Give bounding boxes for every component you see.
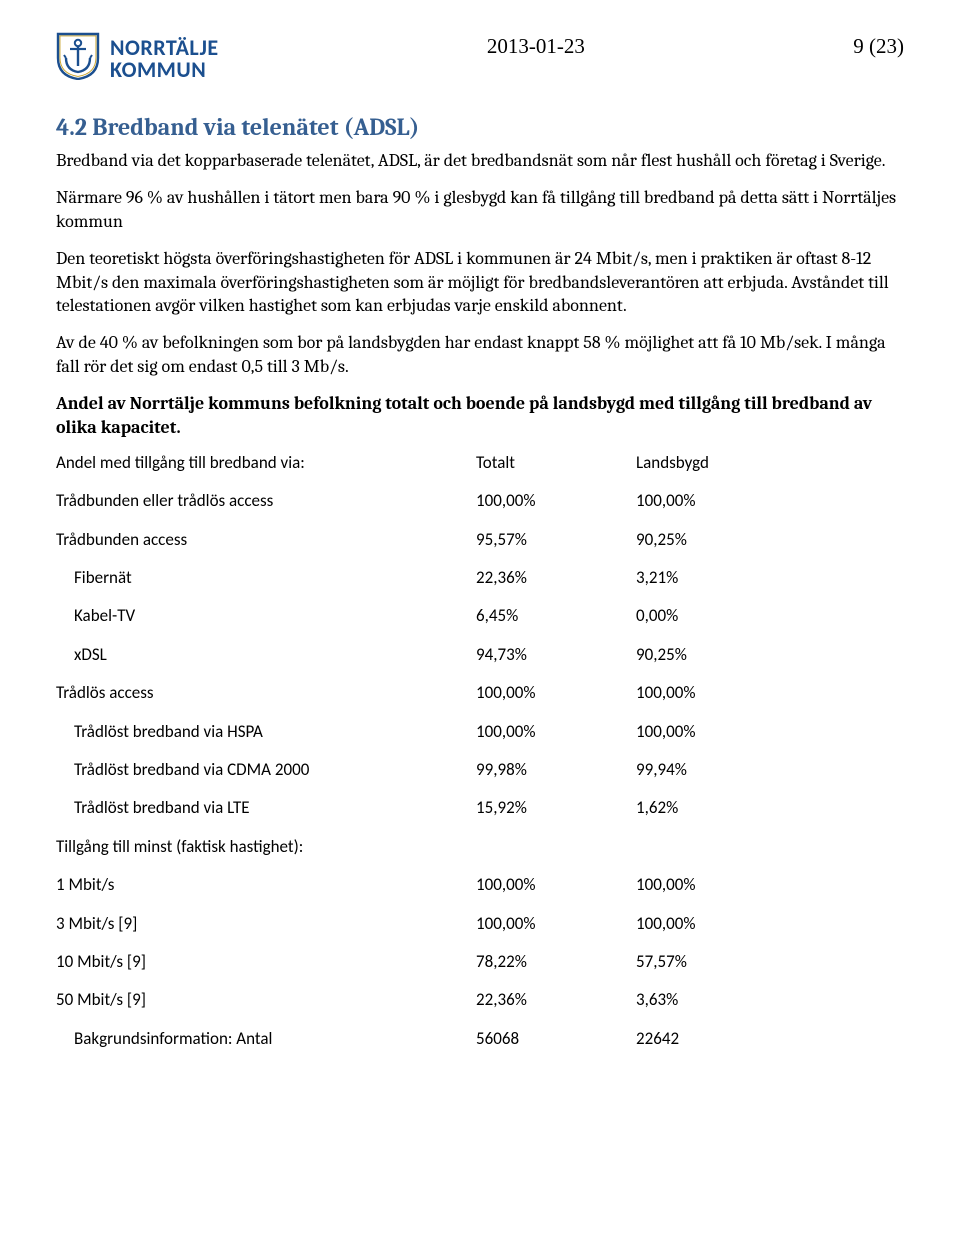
row-label: Kabel-TV <box>56 606 476 626</box>
row-total: 94,73% <box>476 645 636 665</box>
header-pager: 9 (23) <box>853 32 904 59</box>
table-row: 1 Mbit/s100,00%100,00% <box>56 875 904 895</box>
row-landsbygd: 3,21% <box>636 568 796 588</box>
row-label: 3 Mbit/s [9] <box>56 914 476 934</box>
row-label: Trådlöst bredband via LTE <box>56 798 476 818</box>
row-total: 15,92% <box>476 798 636 818</box>
broadband-table: Andel med tillgång till bredband via: To… <box>56 453 904 1049</box>
row-total: 100,00% <box>476 722 636 742</box>
row-total <box>476 837 636 857</box>
logo-text: NORRTÄLJE KOMMUN <box>110 37 219 81</box>
row-landsbygd: 0,00% <box>636 606 796 626</box>
row-total: 100,00% <box>476 875 636 895</box>
row-total: 100,00% <box>476 683 636 703</box>
row-landsbygd: 57,57% <box>636 952 796 972</box>
row-landsbygd: 100,00% <box>636 722 796 742</box>
row-landsbygd: 100,00% <box>636 683 796 703</box>
row-landsbygd: 1,62% <box>636 798 796 818</box>
row-label: 50 Mbit/s [9] <box>56 990 476 1010</box>
row-label: Tillgång till minst (faktisk hastighet): <box>56 837 476 857</box>
row-label: xDSL <box>56 645 476 665</box>
bold-summary: Andel av Norrtälje kommuns befolkning to… <box>56 392 904 439</box>
table-row: Trådbunden eller trådlös access100,00%10… <box>56 491 904 511</box>
section-heading: 4.2 Bredband via telenätet (ADSL) <box>56 113 904 141</box>
paragraph-4: Av de 40 % av befolkningen som bor på la… <box>56 331 904 378</box>
table-row: xDSL94,73%90,25% <box>56 645 904 665</box>
row-landsbygd <box>636 837 796 857</box>
table-row: Trådlöst bredband via HSPA100,00%100,00% <box>56 722 904 742</box>
row-label: 1 Mbit/s <box>56 875 476 895</box>
table-row: Tillgång till minst (faktisk hastighet): <box>56 837 904 857</box>
table-row: Trådbunden access95,57%90,25% <box>56 530 904 550</box>
paragraph-3: Den teoretiskt högsta överföringshastigh… <box>56 247 904 317</box>
row-total: 99,98% <box>476 760 636 780</box>
row-total: 100,00% <box>476 491 636 511</box>
table-row: Bakgrundsinformation: Antal5606822642 <box>56 1029 904 1049</box>
row-label: Trådlös access <box>56 683 476 703</box>
table-row: Fibernät22,36%3,21% <box>56 568 904 588</box>
row-total: 22,36% <box>476 568 636 588</box>
row-landsbygd: 22642 <box>636 1029 796 1049</box>
row-landsbygd: 90,25% <box>636 530 796 550</box>
header-date: 2013-01-23 <box>219 32 854 59</box>
row-total: 78,22% <box>476 952 636 972</box>
row-total: 22,36% <box>476 990 636 1010</box>
row-total: 100,00% <box>476 914 636 934</box>
table-row: 50 Mbit/s [9]22,36%3,63% <box>56 990 904 1010</box>
table-body: Trådbunden eller trådlös access100,00%10… <box>56 491 904 1049</box>
row-landsbygd: 100,00% <box>636 491 796 511</box>
row-total: 56068 <box>476 1029 636 1049</box>
page-header: NORRTÄLJE KOMMUN 2013-01-23 9 (23) <box>56 32 904 85</box>
row-landsbygd: 3,63% <box>636 990 796 1010</box>
row-label: Trådlöst bredband via CDMA 2000 <box>56 760 476 780</box>
table-header-row: Andel med tillgång till bredband via: To… <box>56 453 904 473</box>
col-header-landsbygd: Landsbygd <box>636 453 796 473</box>
col-header-total: Totalt <box>476 453 636 473</box>
row-label: 10 Mbit/s [9] <box>56 952 476 972</box>
row-landsbygd: 90,25% <box>636 645 796 665</box>
logo: NORRTÄLJE KOMMUN <box>56 32 219 85</box>
table-row: 3 Mbit/s [9]100,00%100,00% <box>56 914 904 934</box>
row-label: Fibernät <box>56 568 476 588</box>
row-label: Trådbunden access <box>56 530 476 550</box>
row-total: 95,57% <box>476 530 636 550</box>
table-row: Trådlös access100,00%100,00% <box>56 683 904 703</box>
paragraph-2: Närmare 96 % av hushållen i tätort men b… <box>56 186 904 233</box>
paragraph-1: Bredband via det kopparbaserade telenäte… <box>56 149 904 172</box>
table-row: 10 Mbit/s [9]78,22%57,57% <box>56 952 904 972</box>
row-landsbygd: 100,00% <box>636 914 796 934</box>
row-label: Bakgrundsinformation: Antal <box>56 1029 476 1049</box>
table-row: Trådlöst bredband via LTE15,92%1,62% <box>56 798 904 818</box>
col-header-label: Andel med tillgång till bredband via: <box>56 453 476 473</box>
row-label: Trådlöst bredband via HSPA <box>56 722 476 742</box>
logo-line-2: KOMMUN <box>110 59 219 81</box>
row-label: Trådbunden eller trådlös access <box>56 491 476 511</box>
table-row: Trådlöst bredband via CDMA 200099,98%99,… <box>56 760 904 780</box>
row-landsbygd: 99,94% <box>636 760 796 780</box>
row-total: 6,45% <box>476 606 636 626</box>
row-landsbygd: 100,00% <box>636 875 796 895</box>
shield-anchor-icon <box>56 32 100 85</box>
table-row: Kabel-TV6,45%0,00% <box>56 606 904 626</box>
